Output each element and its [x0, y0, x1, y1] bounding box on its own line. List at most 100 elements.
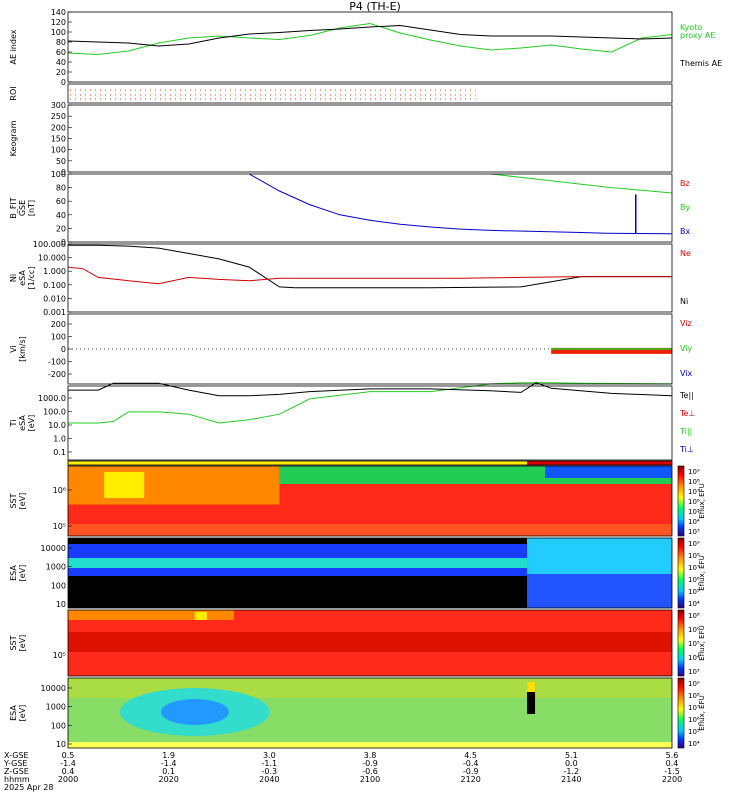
legend-ae: proxy AE [680, 31, 715, 40]
legend-bfit: By [680, 203, 690, 212]
axis-title-bfit: [nT] [27, 200, 36, 216]
footer-time: 2040 [259, 775, 279, 784]
colorbar-tick-esa_e: 10⁴ [688, 600, 700, 608]
axis-title-bfit: GSE [18, 200, 27, 216]
panel-frame-ae [67, 11, 673, 83]
footer-row-label: hhmm [4, 775, 30, 784]
legend-bfit: Bx [680, 227, 690, 236]
tick-label-ni: 1.000 [43, 267, 66, 276]
tick-label-ae: 40 [56, 58, 66, 67]
tick-label-ae: 140 [51, 8, 66, 17]
colorbar-tick-sst_e: 10⁵ [688, 508, 700, 516]
axis-title-esa_e: ESA [9, 565, 18, 581]
spectrogram-patch [527, 682, 536, 692]
legend-vi: Vix [680, 369, 693, 378]
legend-ae: Themis AE [679, 59, 722, 68]
colorbar [677, 537, 685, 609]
tick-label-vi: 0 [61, 345, 66, 354]
tick-label-bfit: 40 [56, 211, 66, 220]
colorbar-tick-esa_i: 10⁸ [688, 692, 700, 700]
axis-title-esa_i: [eV] [18, 705, 27, 722]
panel-frame-bfit [67, 173, 673, 243]
colorbar-tick-esa_i: 10⁵ [688, 728, 700, 736]
tick-label-esa_i: 1000 [46, 703, 66, 712]
footer-z-gse: 0.4 [62, 767, 75, 776]
footer-z-gse: -1.5 [664, 767, 680, 776]
colorbar [677, 609, 685, 677]
footer-z-gse: -0.3 [262, 767, 278, 776]
spectrogram-patch [68, 632, 672, 652]
tick-label-ae: 100 [51, 28, 66, 37]
colorbar-tick-sst_e: 10⁶ [688, 498, 700, 506]
tick-label-ae: 120 [51, 18, 66, 27]
colorbar-tick-sst_e: 10⁸ [688, 478, 700, 486]
tick-label-sst_e: 10⁵ [53, 522, 66, 531]
spectrogram-patch [68, 742, 672, 748]
legend-ni: Ni [680, 297, 688, 306]
legend-ti: Ti⊥ [679, 445, 694, 454]
footer-z-gse: 0.1 [162, 767, 175, 776]
axis-title-vi: Vi [9, 345, 18, 353]
axis-title-ae: AE index [9, 29, 18, 64]
panel-frame-esa_e [67, 537, 673, 609]
axis-title-ti: [eV] [27, 415, 36, 432]
axis-title-sst_i: [eV] [18, 635, 27, 652]
colorbar-tick-esa_e: 10⁷ [688, 564, 700, 572]
tick-label-sst_i: 10⁵ [53, 651, 66, 660]
tick-label-bfit: 80 [56, 184, 66, 193]
colorbar-tick-sst_e: 10⁷ [688, 488, 700, 496]
colorbar-label-esa_e: Eflux, EFU [698, 555, 706, 590]
panel-frame-ti [67, 385, 673, 461]
colorbar [677, 677, 685, 749]
footer-row-label: X-GSE [4, 751, 29, 760]
tick-label-ni: 0.100 [43, 281, 66, 290]
mode-bar [527, 461, 672, 465]
tick-label-ti: 1000.0 [38, 394, 66, 403]
tick-label-sst_e: 10⁶ [53, 486, 66, 495]
colorbar-label-esa_i: Eflux, EFU [698, 695, 706, 730]
tick-label-vi: -100 [48, 358, 66, 367]
panel-frame-keo [67, 104, 673, 173]
footer-time: 2140 [561, 775, 581, 784]
axis-title-ti: Ti [9, 420, 18, 428]
colorbar-tick-esa_i: 10⁴ [688, 740, 700, 748]
tick-label-vi: 100 [51, 333, 66, 342]
axis-title-sst_e: SST [9, 493, 18, 508]
series-vi-band [551, 347, 672, 354]
mode-bar [68, 461, 528, 465]
legend-bfit: Bz [680, 179, 690, 188]
tick-label-esa_e: 10000 [41, 544, 66, 553]
colorbar-label-sst_i: Eflux, EFU [698, 625, 706, 660]
panel-frame-ni [67, 243, 673, 313]
tick-label-esa_i: 100 [51, 721, 66, 730]
footer-time: 2020 [158, 775, 178, 784]
colorbar-tick-sst_i: 10³ [688, 668, 700, 676]
footer-y-gse: 0.0 [565, 759, 578, 768]
tick-label-keogram: 250 [51, 112, 66, 121]
footer-row-label: Y-GSE [3, 759, 27, 768]
panel-frame-sst_i [67, 609, 673, 677]
panel-frame-roi [67, 83, 673, 104]
legend-ti: Te|| [679, 391, 694, 400]
footer-x-gse: 5.1 [565, 751, 578, 760]
legend-vi: Viy [680, 344, 693, 353]
tick-label-keogram: 150 [51, 135, 66, 144]
colorbar-tick-esa_i: 10⁶ [688, 716, 700, 724]
spectrogram-patch [194, 612, 207, 620]
axis-title-vi: [km/s] [18, 336, 27, 362]
colorbar-label-sst_e: Eflux, EFU [698, 483, 706, 518]
tick-label-bfit: 100 [51, 170, 66, 179]
spectrogram-patch [68, 558, 528, 568]
axis-title-esa_i: ESA [9, 705, 18, 721]
legend-ti: Ti|| [679, 427, 692, 436]
axis-title-ti: eSA [18, 415, 27, 431]
tick-label-ni: 0.001 [43, 308, 66, 317]
tick-label-vi: 200 [51, 320, 66, 329]
tick-label-bfit: 0 [61, 238, 66, 247]
tick-label-esa_e: 1000 [46, 563, 66, 572]
panel-frame-bar [67, 460, 673, 466]
series-ne [67, 266, 672, 285]
tick-label-esa_e: 100 [51, 581, 66, 590]
axis-title-bfit: B_FIT [9, 197, 18, 218]
